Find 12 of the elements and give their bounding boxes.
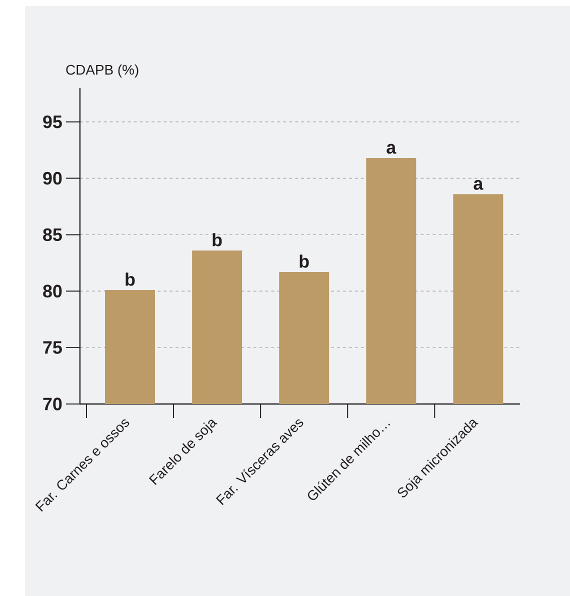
annotation: a — [474, 180, 484, 190]
annotation: b — [126, 272, 135, 286]
annotation: b — [300, 254, 309, 268]
annotation: b — [212, 233, 222, 246]
y-tick-label: 85 — [43, 228, 62, 242]
y-tick-label: 90 — [43, 172, 62, 185]
y-axis-title: CDAPB (%) — [66, 64, 138, 78]
y-tick-label: 70 — [43, 398, 62, 410]
y-tick-label: 80 — [43, 284, 62, 298]
y-tick-label: 95 — [43, 115, 62, 128]
y-tick-label: 75 — [43, 341, 62, 354]
annotation: a — [386, 144, 396, 154]
